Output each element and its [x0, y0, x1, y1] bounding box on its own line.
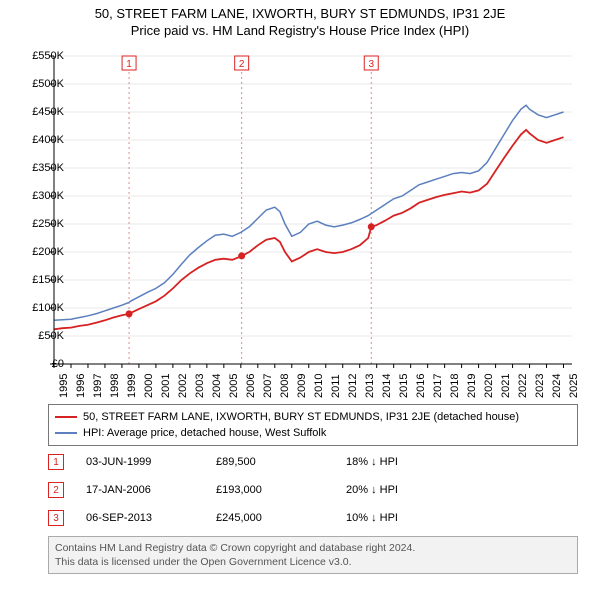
x-axis-tick-label: 2009	[296, 374, 308, 398]
y-axis-tick-label: £150K	[32, 274, 64, 286]
x-axis-tick-label: 2008	[279, 374, 291, 398]
svg-text:1: 1	[126, 59, 132, 70]
x-axis-tick-label: 1996	[75, 374, 87, 398]
x-axis-tick-label: 2024	[551, 374, 563, 398]
chart-title-main: 50, STREET FARM LANE, IXWORTH, BURY ST E…	[0, 6, 600, 21]
event-price: £245,000	[216, 512, 346, 524]
event-marker: 2	[48, 482, 64, 498]
svg-text:3: 3	[368, 59, 374, 70]
event-row: 3 06-SEP-2013 £245,000 10% ↓ HPI	[48, 504, 578, 532]
x-axis-tick-label: 2012	[347, 374, 359, 398]
x-axis-tick-label: 2005	[228, 374, 240, 398]
x-axis-tick-label: 2006	[245, 374, 257, 398]
y-axis-tick-label: £550K	[32, 50, 64, 62]
x-axis-tick-label: 2025	[568, 374, 580, 398]
event-delta: 18% ↓ HPI	[346, 456, 486, 468]
x-axis-tick-label: 2004	[211, 374, 223, 398]
event-price: £193,000	[216, 484, 346, 496]
legend-swatch	[55, 416, 77, 418]
x-axis-tick-label: 2002	[177, 374, 189, 398]
x-axis-tick-label: 2007	[262, 374, 274, 398]
event-date: 03-JUN-1999	[86, 456, 216, 468]
x-axis-tick-label: 2014	[381, 374, 393, 398]
y-axis-tick-label: £100K	[32, 302, 64, 314]
y-axis-tick-label: £350K	[32, 162, 64, 174]
event-marker: 1	[48, 454, 64, 470]
x-axis-tick-label: 2000	[143, 374, 155, 398]
x-axis-tick-label: 2020	[483, 374, 495, 398]
x-axis-tick-label: 1999	[126, 374, 138, 398]
x-axis-tick-label: 1997	[92, 374, 104, 398]
line-chart: 1 2 3	[48, 50, 578, 370]
legend-swatch	[55, 432, 77, 434]
x-axis-tick-label: 2022	[517, 374, 529, 398]
x-axis-tick-label: 2013	[364, 374, 376, 398]
chart-title-sub: Price paid vs. HM Land Registry's House …	[0, 23, 600, 38]
event-row: 2 17-JAN-2006 £193,000 20% ↓ HPI	[48, 476, 578, 504]
x-axis-tick-label: 2019	[466, 374, 478, 398]
chart-title-block: 50, STREET FARM LANE, IXWORTH, BURY ST E…	[0, 0, 600, 38]
y-axis-tick-label: £50K	[38, 330, 64, 342]
event-row: 1 03-JUN-1999 £89,500 18% ↓ HPI	[48, 448, 578, 476]
legend: 50, STREET FARM LANE, IXWORTH, BURY ST E…	[48, 404, 578, 446]
x-axis-tick-label: 2010	[313, 374, 325, 398]
x-axis-tick-label: 2023	[534, 374, 546, 398]
x-axis-tick-label: 2003	[194, 374, 206, 398]
event-delta: 20% ↓ HPI	[346, 484, 486, 496]
y-axis-tick-label: £450K	[32, 106, 64, 118]
footer-line: Contains HM Land Registry data © Crown c…	[55, 541, 571, 555]
attribution-footer: Contains HM Land Registry data © Crown c…	[48, 536, 578, 574]
svg-text:2: 2	[239, 59, 245, 70]
event-marker: 3	[48, 510, 64, 526]
event-date: 17-JAN-2006	[86, 484, 216, 496]
x-axis-tick-label: 1995	[58, 374, 70, 398]
event-delta: 10% ↓ HPI	[346, 512, 486, 524]
event-date: 06-SEP-2013	[86, 512, 216, 524]
legend-label: 50, STREET FARM LANE, IXWORTH, BURY ST E…	[83, 409, 519, 425]
x-axis-tick-label: 2018	[449, 374, 461, 398]
y-axis-tick-label: £400K	[32, 134, 64, 146]
x-axis-tick-label: 2016	[415, 374, 427, 398]
legend-item: 50, STREET FARM LANE, IXWORTH, BURY ST E…	[55, 409, 571, 425]
chart-svg: 1 2 3	[48, 50, 578, 370]
footer-line: This data is licensed under the Open Gov…	[55, 555, 571, 569]
legend-label: HPI: Average price, detached house, West…	[83, 425, 326, 441]
x-axis-tick-label: 2017	[432, 374, 444, 398]
y-axis-tick-label: £0	[52, 358, 64, 370]
event-price: £89,500	[216, 456, 346, 468]
x-axis-tick-label: 2015	[398, 374, 410, 398]
x-axis-tick-label: 2011	[330, 374, 342, 398]
y-axis-tick-label: £250K	[32, 218, 64, 230]
x-axis-tick-label: 2001	[160, 374, 172, 398]
events-table: 1 03-JUN-1999 £89,500 18% ↓ HPI 2 17-JAN…	[48, 448, 578, 532]
x-axis-tick-label: 1998	[109, 374, 121, 398]
y-axis-tick-label: £500K	[32, 78, 64, 90]
y-axis-tick-label: £200K	[32, 246, 64, 258]
legend-item: HPI: Average price, detached house, West…	[55, 425, 571, 441]
y-axis-tick-label: £300K	[32, 190, 64, 202]
x-axis-tick-label: 2021	[500, 374, 512, 398]
